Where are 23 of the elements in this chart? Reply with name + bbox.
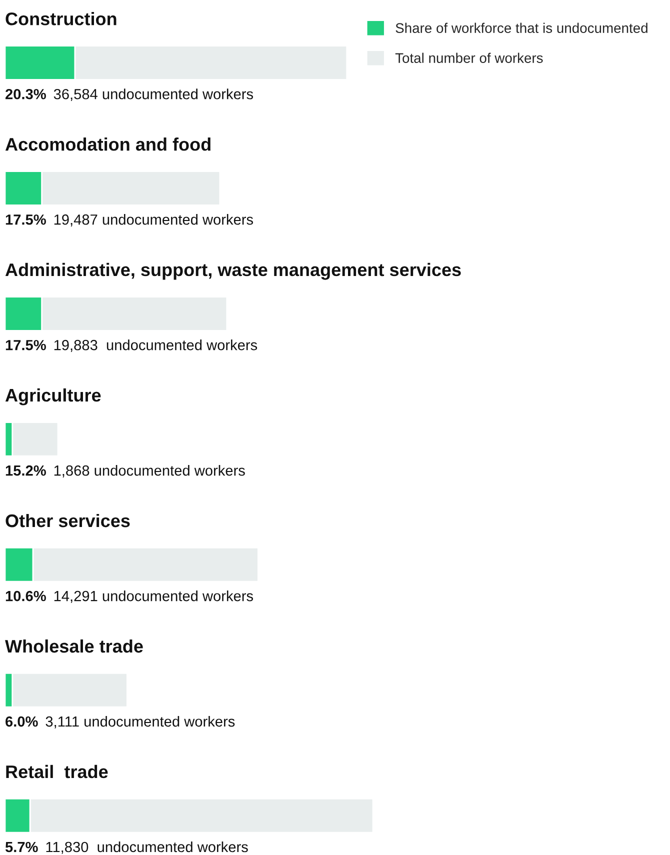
annotation: 17.5% (6, 214, 46, 225)
annotation: 14,291 undocumented workers (54, 590, 254, 603)
annotation: 36,584 undocumented workers (54, 88, 254, 102)
annotation: 15.2% (6, 465, 46, 476)
y-tick-label: Construction (6, 12, 116, 26)
text: 11,830 undocumented workers (46, 841, 248, 854)
annotation: 3,111 undocumented workers (46, 716, 235, 728)
y-tick-label: Administrative, support, waste management services (5, 262, 461, 280)
y-tick-label: Accomodation and food (5, 138, 210, 151)
y-tick-label: Other services (6, 514, 130, 528)
annotation: 1,868 undocumented workers (54, 465, 245, 478)
annotation: 19,487 undocumented workers (54, 214, 254, 226)
annotation: 17.5% (6, 340, 46, 350)
y-tick-label: Wholesale trade (5, 639, 143, 653)
annotation: 20.3% (6, 88, 46, 100)
y-tick-label: Retail trade (6, 764, 108, 778)
annotation: 6.0% (6, 716, 38, 727)
text: 5.7% (5, 842, 38, 852)
annotation: 19,883 undocumented workers (54, 340, 258, 352)
annotation: 10.6% (6, 590, 46, 602)
legend-label: Share of workforce that is undocumented (396, 22, 648, 33)
y-tick-label: Agriculture (5, 388, 101, 406)
legend-label: Total number of workers (395, 52, 543, 63)
